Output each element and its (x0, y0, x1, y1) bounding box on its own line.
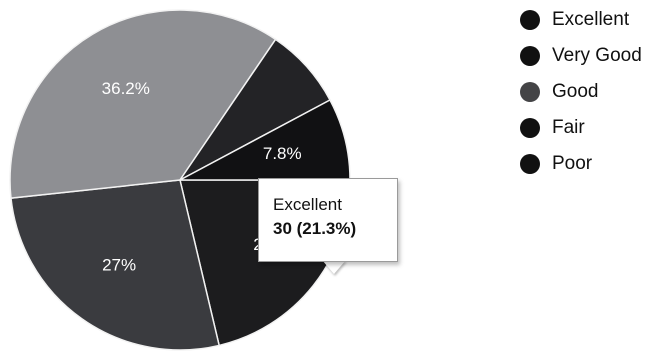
legend-item-excellent[interactable]: Excellent (520, 2, 642, 38)
legend-swatch-excellent (520, 10, 540, 30)
legend-label-fair: Fair (552, 117, 585, 138)
legend-label-excellent: Excellent (552, 9, 630, 30)
pie-label-good: 36.2% (102, 79, 150, 98)
pie-label-fair: 7.8% (263, 144, 302, 163)
legend-item-very-good[interactable]: Very Good (520, 38, 642, 74)
tooltip-title: Excellent (273, 195, 342, 214)
legend-item-good[interactable]: Good (520, 74, 642, 110)
tooltip-value: 30 (21.3%) (273, 219, 357, 238)
legend-swatch-good (520, 82, 540, 102)
legend-item-poor[interactable]: Poor (520, 146, 642, 182)
legend-label-good: Good (552, 81, 599, 102)
legend-item-fair[interactable]: Fair (520, 110, 642, 146)
legend-label-very-good: Very Good (552, 45, 642, 66)
tooltip-pointer (322, 260, 346, 274)
legend-swatch-poor (520, 154, 540, 174)
slice-tooltip: Excellent 30 (21.3%) (258, 178, 398, 262)
legend-swatch-very-good (520, 46, 540, 66)
chart-legend: Excellent Very Good Good Fair Poor (520, 2, 642, 182)
legend-swatch-fair (520, 118, 540, 138)
pie-label-poor: 27% (102, 256, 136, 275)
legend-label-poor: Poor (552, 153, 593, 174)
pie-slice-poor[interactable] (10, 179, 221, 351)
pie-slice-good[interactable] (9, 9, 277, 199)
